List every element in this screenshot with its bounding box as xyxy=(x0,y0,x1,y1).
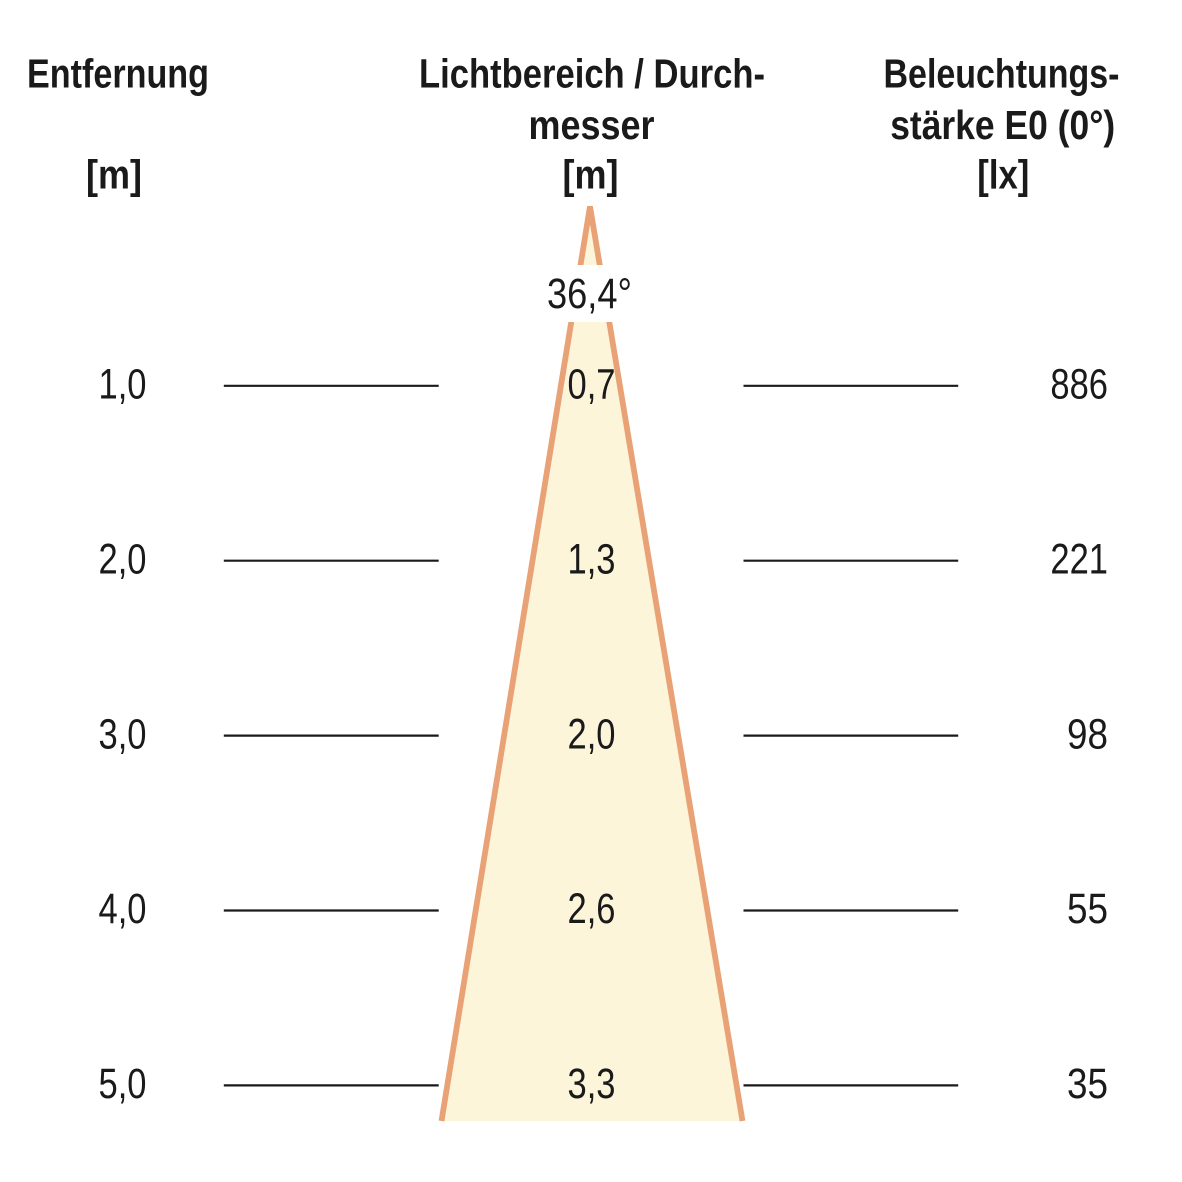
svg-text:2,0: 2,0 xyxy=(99,535,147,583)
svg-text:5,0: 5,0 xyxy=(99,1060,147,1108)
svg-text:35: 35 xyxy=(1067,1060,1108,1108)
svg-text:4,0: 4,0 xyxy=(99,885,147,933)
svg-text:2,0: 2,0 xyxy=(568,710,616,758)
svg-text:stärke E0 (0°): stärke E0 (0°) xyxy=(890,102,1115,148)
svg-text:886: 886 xyxy=(1050,361,1108,409)
svg-text:[m]: [m] xyxy=(563,152,619,198)
svg-text:2,6: 2,6 xyxy=(568,885,616,933)
svg-text:Lichtbereich / Durch-: Lichtbereich / Durch- xyxy=(419,50,765,96)
svg-text:36,4°: 36,4° xyxy=(547,270,632,318)
svg-text:98: 98 xyxy=(1067,710,1108,758)
svg-text:messer: messer xyxy=(529,102,655,148)
svg-text:55: 55 xyxy=(1067,885,1108,933)
svg-text:3,3: 3,3 xyxy=(568,1060,616,1108)
svg-text:[m]: [m] xyxy=(86,152,142,198)
svg-text:Entfernung: Entfernung xyxy=(27,50,209,96)
svg-text:[lx]: [lx] xyxy=(977,152,1029,198)
svg-text:3,0: 3,0 xyxy=(99,710,147,758)
svg-text:1,0: 1,0 xyxy=(99,361,147,409)
svg-text:1,3: 1,3 xyxy=(568,535,616,583)
svg-text:0,7: 0,7 xyxy=(568,361,616,409)
svg-text:Beleuchtungs-: Beleuchtungs- xyxy=(884,50,1120,96)
svg-text:221: 221 xyxy=(1050,535,1108,583)
